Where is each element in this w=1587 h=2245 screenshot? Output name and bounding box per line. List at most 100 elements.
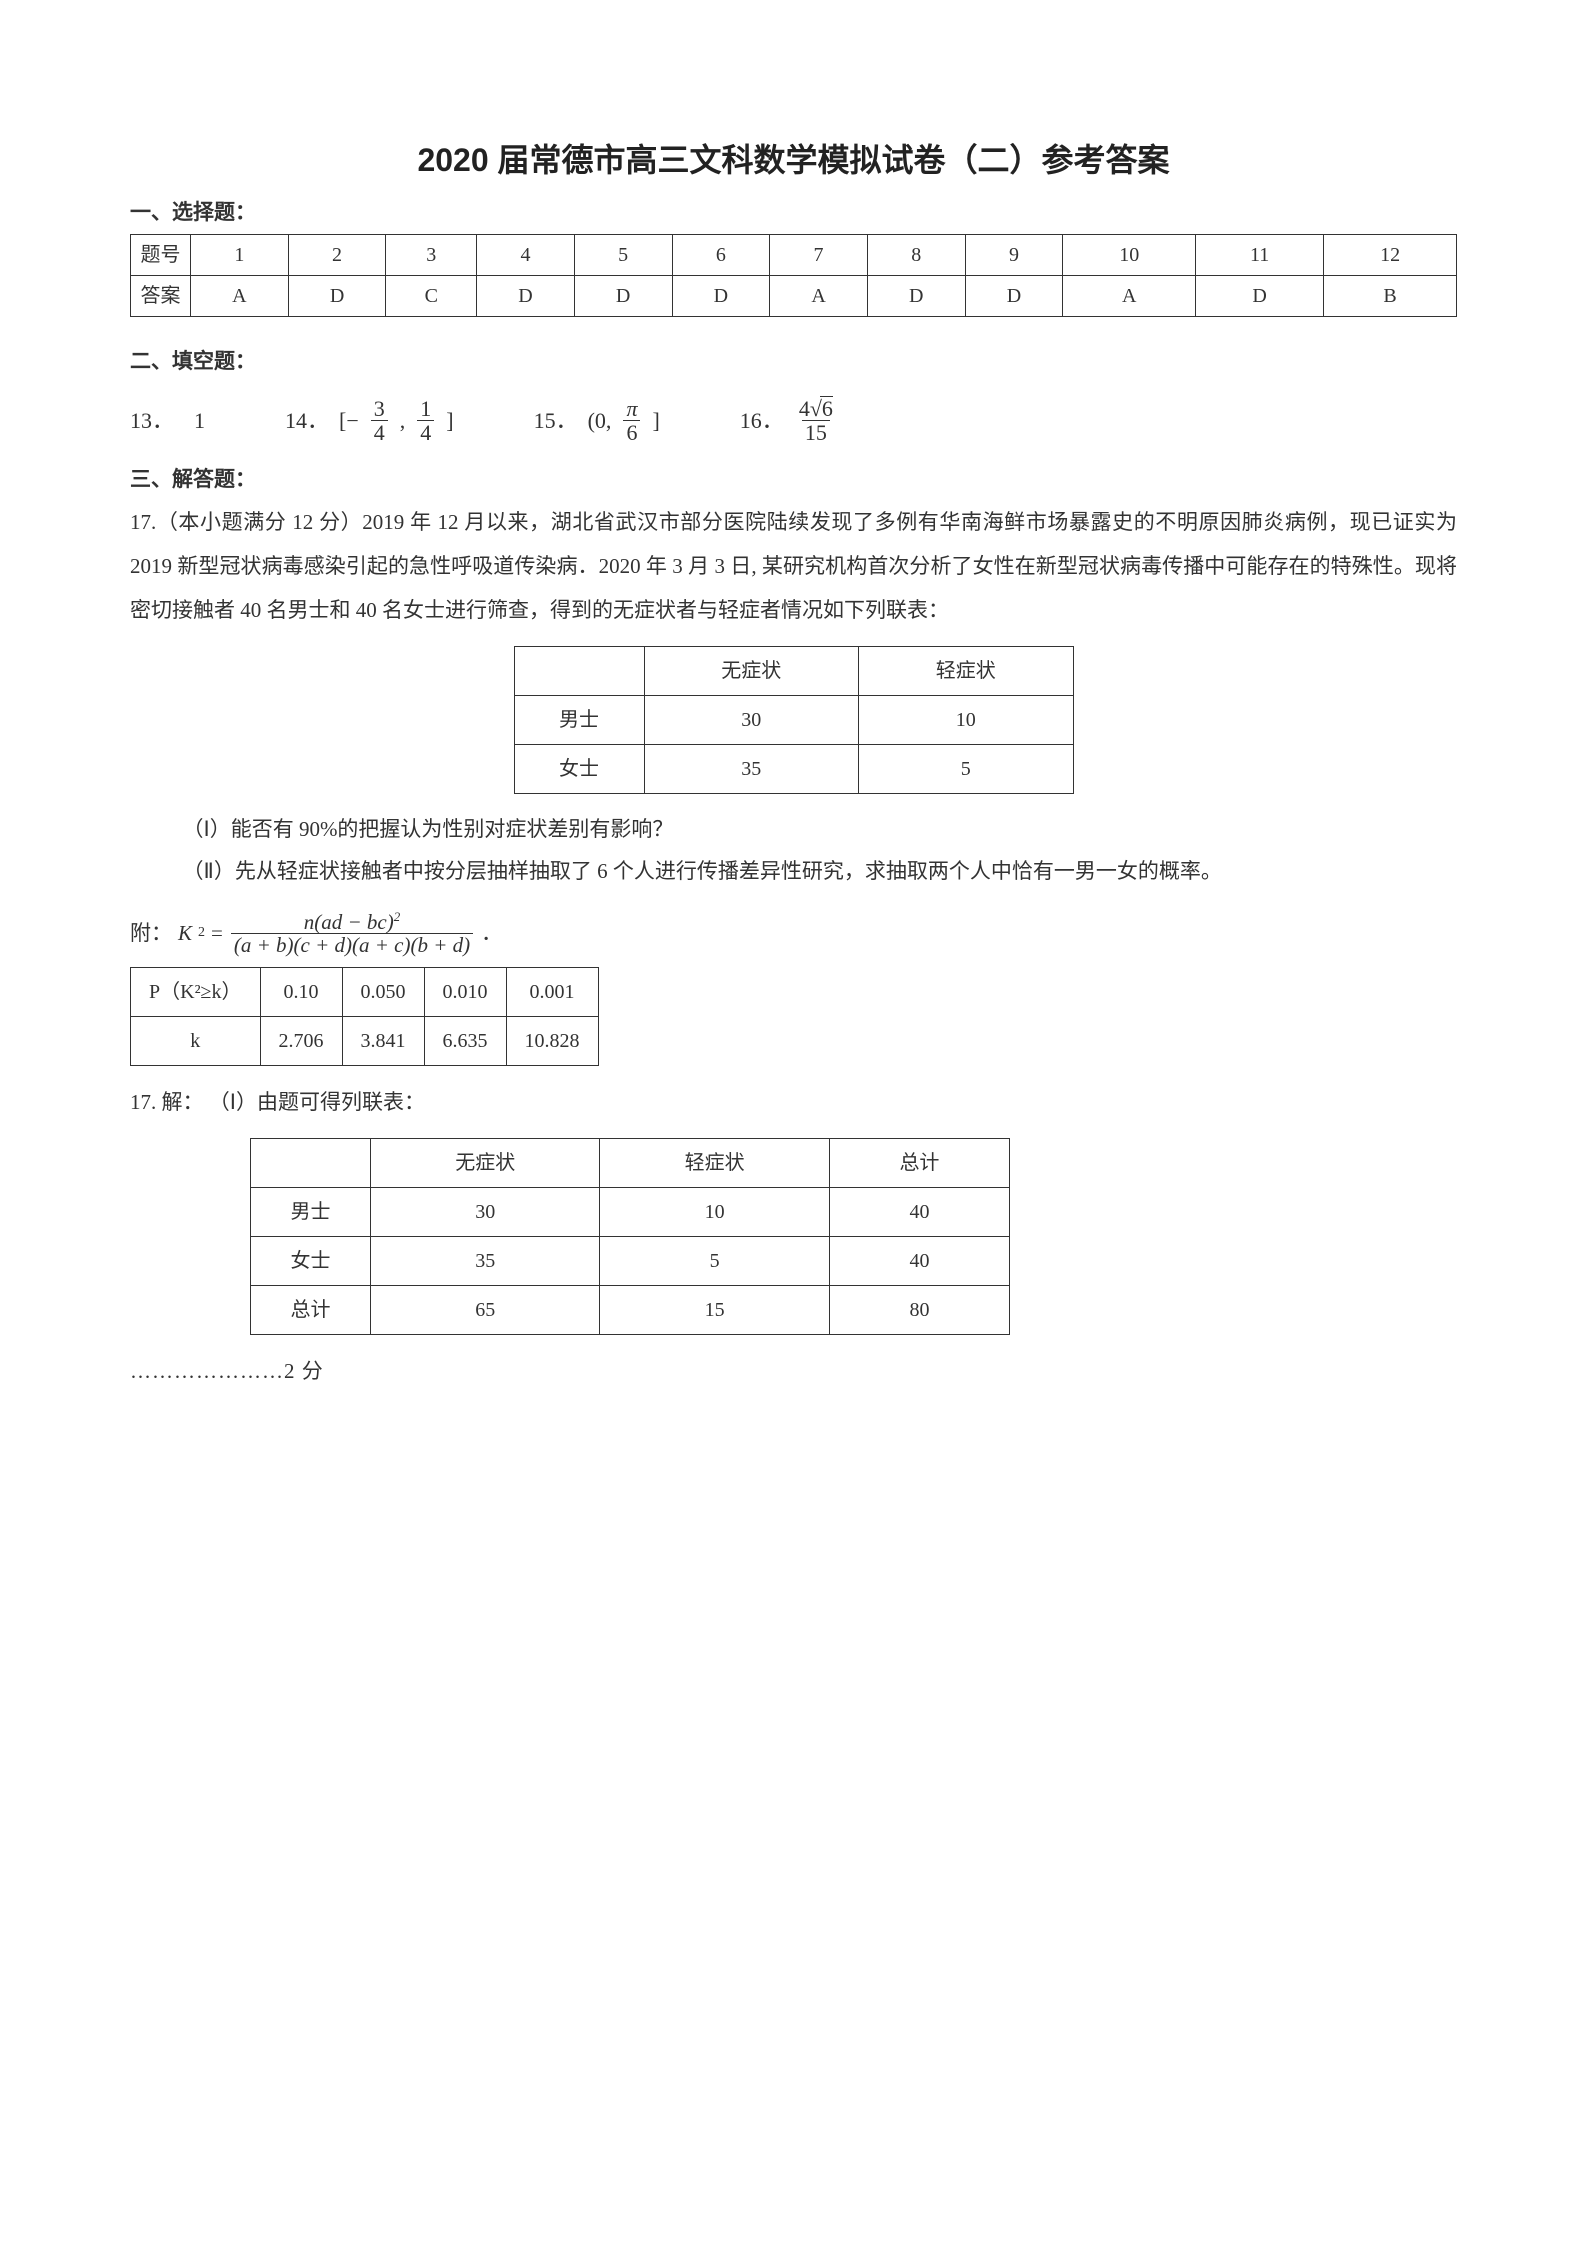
section-mc-head: 一、选择题：	[130, 196, 1457, 230]
cell: D	[867, 275, 965, 316]
q16-label: 16．	[740, 403, 784, 438]
cell: 10	[1063, 234, 1196, 275]
q15-frac: π 6	[623, 397, 640, 444]
cell	[514, 647, 644, 696]
q17-attach: 附： K2 = n(ad − bc)2 (a + b)(c + d)(a + c…	[130, 910, 1457, 956]
cell: 2.706	[260, 1016, 342, 1065]
cell: 6	[672, 234, 770, 275]
q13-value: 1	[194, 403, 205, 438]
cell: 6.635	[424, 1016, 506, 1065]
cell: 男士	[514, 696, 644, 745]
q17-solution-lead: 17. 解： （Ⅰ）由题可得列联表：	[130, 1080, 1457, 1124]
table-row: 无症状 轻症状	[514, 647, 1073, 696]
q17-solution-table: 无症状 轻症状 总计 男士 30 10 40 女士 35 5 40 总计 65 …	[250, 1138, 1010, 1335]
cell: 0.001	[506, 967, 598, 1016]
cell: 5	[574, 234, 672, 275]
cell: 11	[1196, 234, 1324, 275]
cell: 无症状	[644, 647, 859, 696]
section-answer-head: 三、解答题：	[130, 463, 1457, 497]
cell: k	[131, 1016, 261, 1065]
cell: 35	[644, 745, 859, 794]
cell: 35	[371, 1236, 600, 1285]
q16-coef: 4	[799, 396, 810, 421]
table-row: 男士 30 10 40	[251, 1187, 1010, 1236]
cell: 3.841	[342, 1016, 424, 1065]
q14-frac-b: 1 4	[417, 397, 434, 444]
section-fill-head: 二、填空题：	[130, 345, 1457, 379]
cell: D	[965, 275, 1063, 316]
q13-label: 13．	[130, 403, 174, 438]
cell: 0.010	[424, 967, 506, 1016]
q16-frac: 46 15	[796, 396, 836, 444]
score-marker: …………………2 分	[130, 1349, 1457, 1393]
table-row: 男士 30 10	[514, 696, 1073, 745]
q14-mid: ,	[400, 403, 406, 438]
cell: C	[386, 275, 477, 316]
table-row: 题号 1 2 3 4 5 6 7 8 9 10 11 12	[131, 234, 1457, 275]
cell: 30	[371, 1187, 600, 1236]
fill-16: 16． 46 15	[740, 396, 838, 444]
fill-13: 13． 1	[130, 403, 205, 438]
cell: 0.050	[342, 967, 424, 1016]
table-row: 女士 35 5	[514, 745, 1073, 794]
page-title: 2020 届常德市高三文科数学模拟试卷（二）参考答案	[130, 135, 1457, 186]
table-row: 答案 A D C D D D A D D A D B	[131, 275, 1457, 316]
mc-answer-table: 题号 1 2 3 4 5 6 7 8 9 10 11 12 答案 A D C D…	[130, 234, 1457, 317]
cell: 7	[770, 234, 868, 275]
cell: 无症状	[371, 1138, 600, 1187]
cell: D	[672, 275, 770, 316]
k2-lhs: K	[178, 917, 192, 951]
k2-frac: n(ad − bc)2 (a + b)(c + d)(a + c)(b + d)	[231, 910, 473, 956]
row-label: 答案	[131, 275, 191, 316]
cell: 5	[859, 745, 1074, 794]
cell: 5	[600, 1236, 829, 1285]
cell: P（K²≥k）	[131, 967, 261, 1016]
q15-label: 15．	[534, 403, 578, 438]
cell: 0.10	[260, 967, 342, 1016]
q17-sub2: （Ⅱ）先从轻症状接触者中按分层抽样抽取了 6 个人进行传播差异性研究，求抽取两个…	[130, 850, 1457, 892]
cell: D	[288, 275, 386, 316]
cell: 1	[191, 234, 289, 275]
k2-eq: =	[211, 917, 223, 951]
q14-frac-a: 3 4	[371, 397, 388, 444]
cell: 女士	[514, 745, 644, 794]
cell: 3	[386, 234, 477, 275]
cell: 15	[600, 1285, 829, 1334]
cell: 女士	[251, 1236, 371, 1285]
cell: 轻症状	[600, 1138, 829, 1187]
cell: A	[191, 275, 289, 316]
fill-answers-row: 13． 1 14． [− 3 4 , 1 4 ] 15． (0, π 6 ] 1…	[130, 396, 1457, 444]
q15-close: ]	[652, 403, 659, 438]
cell: 10	[859, 696, 1074, 745]
cell: 30	[644, 696, 859, 745]
row-label: 题号	[131, 234, 191, 275]
cell	[251, 1138, 371, 1187]
cell: 12	[1324, 234, 1457, 275]
cell: A	[1063, 275, 1196, 316]
cell: 总计	[829, 1138, 1009, 1187]
cell: 40	[829, 1236, 1009, 1285]
q17-data-table: 无症状 轻症状 男士 30 10 女士 35 5	[514, 646, 1074, 794]
fill-14: 14． [− 3 4 , 1 4 ]	[285, 397, 454, 444]
q16-radicand: 6	[820, 396, 833, 420]
cell: 男士	[251, 1187, 371, 1236]
q14-close: ]	[446, 403, 453, 438]
attach-label: 附：	[130, 917, 172, 951]
cell: 8	[867, 234, 965, 275]
cell: 4	[477, 234, 575, 275]
fill-15: 15． (0, π 6 ]	[534, 397, 660, 444]
cell: 总计	[251, 1285, 371, 1334]
cell: 10.828	[506, 1016, 598, 1065]
cell: 65	[371, 1285, 600, 1334]
cell: D	[477, 275, 575, 316]
cell: 10	[600, 1187, 829, 1236]
q17-stem: 17.（本小题满分 12 分）2019 年 12 月以来，湖北省武汉市部分医院陆…	[130, 500, 1457, 632]
q17-sub1: （Ⅰ）能否有 90%的把握认为性别对症状差别有影响？	[130, 808, 1457, 850]
table-row: 总计 65 15 80	[251, 1285, 1010, 1334]
table-row: 女士 35 5 40	[251, 1236, 1010, 1285]
cell: D	[574, 275, 672, 316]
k2-threshold-table: P（K²≥k） 0.10 0.050 0.010 0.001 k 2.706 3…	[130, 967, 599, 1066]
cell: D	[1196, 275, 1324, 316]
k2-trail: ．	[481, 917, 502, 951]
table-row: P（K²≥k） 0.10 0.050 0.010 0.001	[131, 967, 599, 1016]
